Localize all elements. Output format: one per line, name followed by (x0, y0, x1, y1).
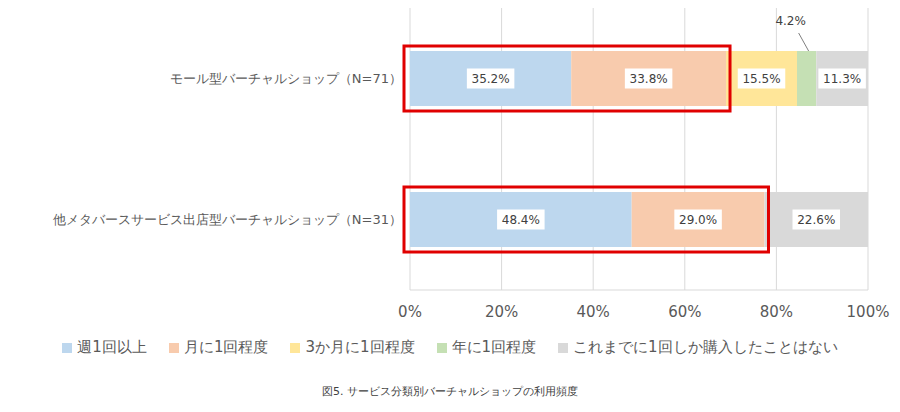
svg-text:35.2%: 35.2% (472, 72, 510, 86)
svg-text:他メタバースサービス出店型バーチャルショップ（N=31）: 他メタバースサービス出店型バーチャルショップ（N=31） (53, 212, 402, 227)
svg-text:モール型バーチャルショップ（N=71）: モール型バーチャルショップ（N=71） (170, 71, 402, 86)
html-text:年に1回程度: 年に1回程度 (451, 338, 537, 356)
svg-text:4.2%: 4.2% (775, 14, 806, 28)
html-text:3か月に1回程度: 3か月に1回程度 (305, 338, 415, 356)
svg-text:80%: 80% (760, 303, 793, 321)
svg-text:60%: 60% (668, 303, 701, 321)
html-text:月に1回程度: 月に1回程度 (183, 338, 269, 356)
svg-text:11.3%: 11.3% (823, 72, 861, 86)
html-text:週1回以上: 週1回以上 (77, 338, 147, 356)
html-text:これまでに1回しか購入したことはない: これまでに1回しか購入したことはない (573, 338, 838, 356)
svg-text:40%: 40% (577, 303, 610, 321)
svg-text:20%: 20% (485, 303, 518, 321)
svg-text:0%: 0% (398, 303, 422, 321)
svg-text:15.5%: 15.5% (742, 72, 780, 86)
svg-text:100%: 100% (847, 303, 890, 321)
svg-text:48.4%: 48.4% (502, 213, 540, 227)
html-text:図5. サービス分類別バーチャルショップの利用頻度: 図5. サービス分類別バーチャルショップの利用頻度 (322, 385, 578, 398)
svg-text:29.0%: 29.0% (679, 213, 717, 227)
svg-text:22.6%: 22.6% (797, 213, 835, 227)
svg-text:33.8%: 33.8% (630, 72, 668, 86)
